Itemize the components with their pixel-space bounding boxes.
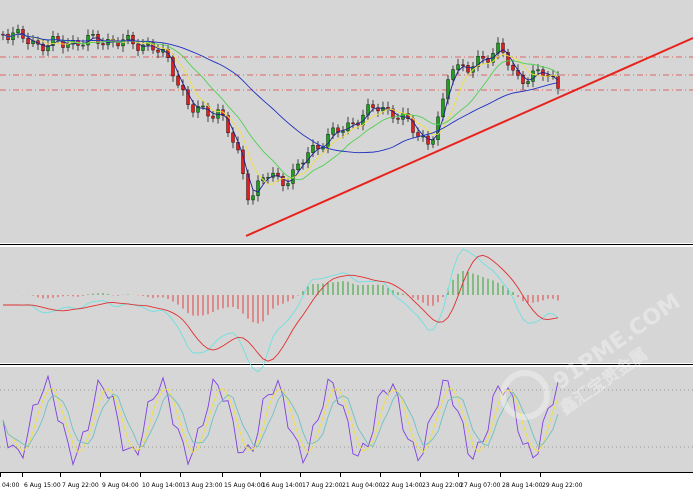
candle [476, 56, 480, 67]
candle [281, 176, 285, 186]
stoch-k [2, 374, 559, 467]
candle [221, 109, 225, 116]
stoch-slow [2, 391, 559, 448]
ma-fast [2, 33, 559, 193]
axis-label: 16 Aug 14:00 [262, 482, 303, 489]
candle [16, 29, 20, 34]
axis-label: 10 Aug 14:00 [142, 482, 183, 489]
candle [276, 172, 280, 177]
candle [196, 106, 200, 113]
candle [136, 43, 140, 51]
signal-line [3, 254, 559, 362]
axis-label: 29 Aug 22:00 [542, 482, 583, 489]
price-panel [0, 0, 693, 243]
candle [506, 52, 510, 66]
candle [556, 76, 560, 89]
candle [271, 172, 275, 178]
candle [311, 145, 315, 153]
candle [176, 75, 180, 86]
axis-label: 28 Aug 14:00 [502, 482, 543, 489]
candle [211, 115, 215, 119]
axis-label: 04:00 [2, 482, 19, 489]
candle [181, 84, 185, 91]
candle [86, 35, 90, 46]
candle [501, 42, 505, 53]
candle [251, 195, 255, 201]
candle [371, 104, 375, 108]
candle [536, 69, 540, 72]
candle [521, 75, 525, 84]
indicators [1, 24, 560, 467]
candle [346, 122, 350, 132]
ma-long [2, 33, 559, 154]
candle [26, 38, 30, 45]
candle [156, 49, 160, 53]
candle [511, 64, 515, 71]
watermark-logo [500, 370, 550, 420]
candle [201, 105, 205, 108]
axis-label: 13 Aug 23:00 [182, 482, 223, 489]
ma-slow [2, 33, 559, 181]
candle [341, 130, 345, 133]
candle [351, 122, 355, 125]
macd-line [3, 248, 559, 373]
candle [326, 134, 330, 148]
stoch-d [2, 387, 559, 454]
time-axis: 04:00 6 Aug 15:00 7 Aug 22:00 9 Aug 04:00 10… [0, 472, 583, 489]
candle [231, 132, 235, 143]
candle [51, 36, 55, 46]
axis-label: 23 Aug 22:00 [422, 482, 463, 489]
candle [256, 180, 260, 196]
candle [66, 43, 70, 48]
axis-label: 9 Aug 04:00 [102, 482, 139, 489]
candle [456, 64, 460, 70]
candle [336, 127, 340, 133]
candle [101, 43, 105, 46]
macd-panel [0, 247, 693, 363]
candle [91, 34, 95, 36]
candle [291, 169, 295, 184]
candle [41, 43, 45, 52]
candle [526, 81, 530, 84]
candle [191, 104, 195, 113]
candle [141, 44, 145, 51]
candle [226, 115, 230, 134]
candle [451, 69, 455, 80]
axis-label: 7 Aug 22:00 [62, 482, 99, 489]
candle [426, 135, 430, 145]
candle [296, 163, 300, 170]
candle [46, 45, 50, 52]
candle [531, 70, 535, 82]
axis-label: 21 Aug 04:00 [342, 482, 383, 489]
axis-label: 22 Aug 14:00 [382, 482, 423, 489]
axis-label: 6 Aug 15:00 [24, 482, 61, 489]
candle [481, 56, 485, 59]
axis-label: 15 Aug 04:00 [224, 482, 265, 489]
candle [186, 89, 190, 105]
candle [466, 65, 470, 73]
candle [171, 57, 175, 77]
candle [331, 127, 335, 135]
candle [461, 64, 465, 66]
axis-label: 17 Aug 22:00 [302, 482, 343, 489]
candle [396, 117, 400, 120]
candle [436, 116, 440, 140]
axis-label: 27 Aug 07:00 [460, 482, 501, 489]
candle [206, 105, 210, 117]
trend-line [245, 37, 693, 237]
candle [486, 58, 490, 63]
candle [286, 183, 290, 186]
candle [126, 34, 130, 40]
candle [391, 108, 395, 119]
candle [81, 44, 85, 47]
stochastic-panel [0, 367, 693, 472]
